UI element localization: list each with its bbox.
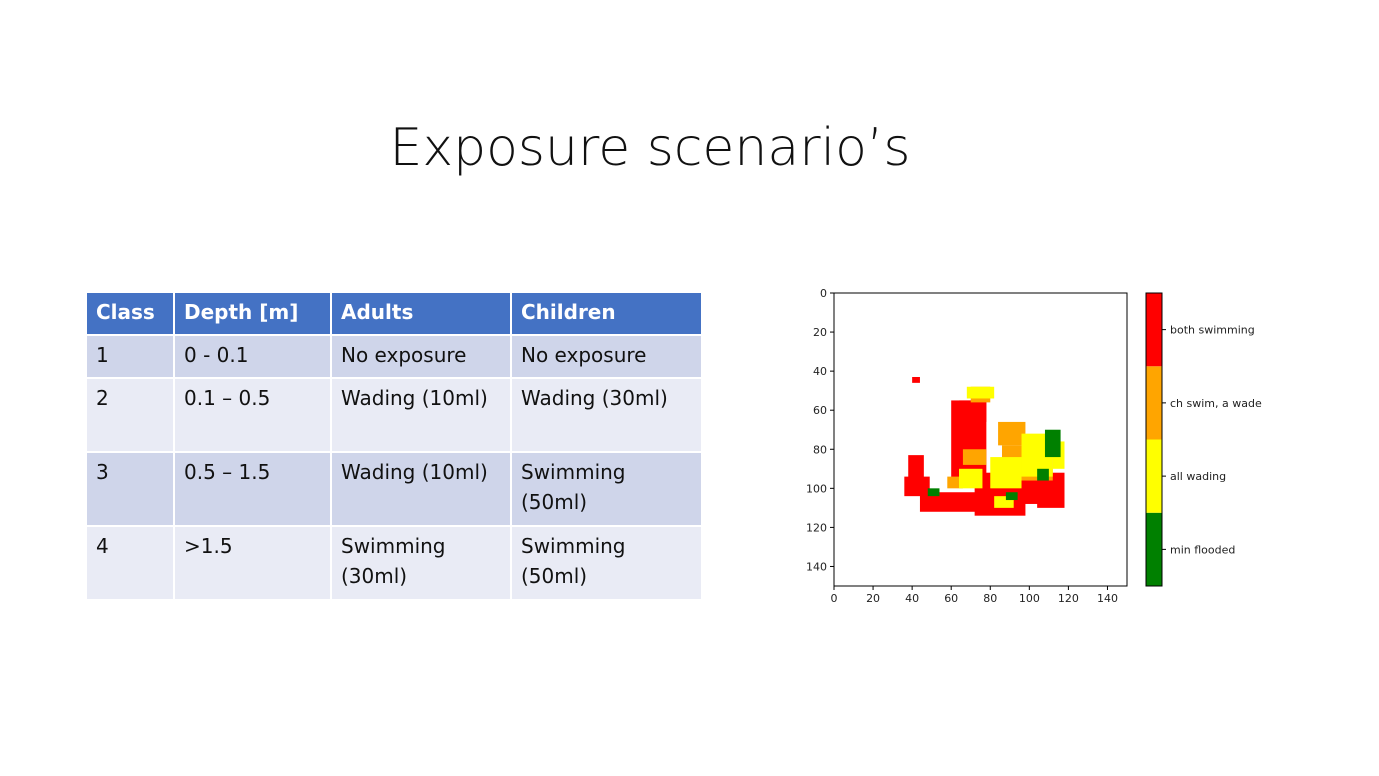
y-tick-label: 100 — [806, 482, 827, 495]
colorbar-frame — [1145, 292, 1163, 587]
y-tick-label: 0 — [820, 287, 827, 300]
cell-depth: >1.5 — [173, 525, 332, 601]
table-row: 3 0.5 – 1.5 Wading (10ml) Swimming (50ml… — [85, 451, 703, 527]
cell-adults: Swimming (30ml) — [330, 525, 512, 601]
heatmap-region — [994, 496, 1014, 508]
header-depth: Depth [m] — [173, 291, 332, 336]
cell-children: Swimming (50ml) — [510, 451, 703, 527]
cell-class: 3 — [85, 451, 175, 527]
flood-exposure-heatmap: 0 20 40 60 80 100 120 140 0 20 40 60 80 100 120 140 mi… — [806, 287, 1262, 605]
colorbar-segment — [1146, 366, 1162, 440]
heatmap-region — [1044, 429, 1061, 458]
colorbar-segment — [1146, 293, 1162, 367]
heatmap-region — [908, 455, 924, 481]
heatmap-cells — [904, 376, 1065, 516]
cell-depth: 0 - 0.1 — [173, 334, 332, 379]
cell-class: 2 — [85, 377, 175, 453]
heatmap-region — [904, 476, 930, 497]
x-tick-label: 20 — [866, 592, 880, 605]
y-tick-label: 120 — [806, 521, 827, 534]
x-tick-label: 60 — [944, 592, 958, 605]
heatmap-region — [919, 492, 983, 512]
y-axis: 0 20 40 60 80 100 120 140 — [806, 287, 834, 573]
colorbar-label: min flooded — [1170, 543, 1235, 556]
cell-adults: Wading (10ml) — [330, 451, 512, 527]
y-tick-label: 80 — [813, 443, 827, 456]
cell-depth: 0.5 – 1.5 — [173, 451, 332, 527]
x-axis: 0 20 40 60 80 100 120 140 — [831, 586, 1118, 605]
colorbar-segment — [1146, 439, 1162, 513]
colorbar-label: ch swim, a wade — [1170, 397, 1262, 410]
y-tick-label: 60 — [813, 404, 827, 417]
heatmap-region — [947, 476, 963, 489]
y-tick-label: 40 — [813, 365, 827, 378]
colorbar-label: all wading — [1170, 470, 1226, 483]
y-tick-label: 20 — [813, 326, 827, 339]
cell-class: 1 — [85, 334, 175, 379]
x-tick-label: 0 — [831, 592, 838, 605]
heatmap-region — [966, 386, 995, 399]
table-row: 2 0.1 – 0.5 Wading (10ml) Wading (30ml) — [85, 377, 703, 453]
heatmap-region — [998, 421, 1026, 446]
header-class: Class — [85, 291, 175, 336]
x-tick-label: 140 — [1097, 592, 1118, 605]
plot-frame — [833, 292, 1128, 587]
heatmap-region — [912, 376, 920, 383]
x-tick-label: 120 — [1058, 592, 1079, 605]
colorbar-label: both swimming — [1170, 324, 1255, 337]
cell-children: No exposure — [510, 334, 703, 379]
cell-depth: 0.1 – 0.5 — [173, 377, 332, 453]
exposure-table: Class Depth [m] Adults Children 1 0 - 0.… — [85, 291, 703, 601]
colorbar: min flooded all wading ch swim, a wade both… — [1145, 292, 1262, 587]
heatmap-region — [959, 468, 983, 489]
x-tick-label: 40 — [905, 592, 919, 605]
table-header-row: Class Depth [m] Adults Children — [85, 291, 703, 336]
heatmap-region — [927, 488, 940, 497]
heatmap-region — [1037, 468, 1049, 481]
x-tick-label: 80 — [983, 592, 997, 605]
header-adults: Adults — [330, 291, 512, 336]
x-tick-label: 100 — [1019, 592, 1040, 605]
heatmap-region — [959, 400, 987, 422]
table-row: 4 >1.5 Swimming (30ml) Swimming (50ml) — [85, 525, 703, 601]
y-tick-label: 140 — [806, 560, 827, 573]
header-children: Children — [510, 291, 703, 336]
cell-children: Wading (30ml) — [510, 377, 703, 453]
heatmap-region — [962, 449, 987, 465]
heatmap-region — [990, 457, 1022, 489]
colorbar-segment — [1146, 512, 1162, 586]
cell-children: Swimming (50ml) — [510, 525, 703, 601]
heatmap-region — [1005, 492, 1018, 501]
cell-adults: Wading (10ml) — [330, 377, 512, 453]
table-row: 1 0 - 0.1 No exposure No exposure — [85, 334, 703, 379]
cell-adults: No exposure — [330, 334, 512, 379]
slide-title: Exposure scenario’s — [389, 118, 911, 178]
cell-class: 4 — [85, 525, 175, 601]
